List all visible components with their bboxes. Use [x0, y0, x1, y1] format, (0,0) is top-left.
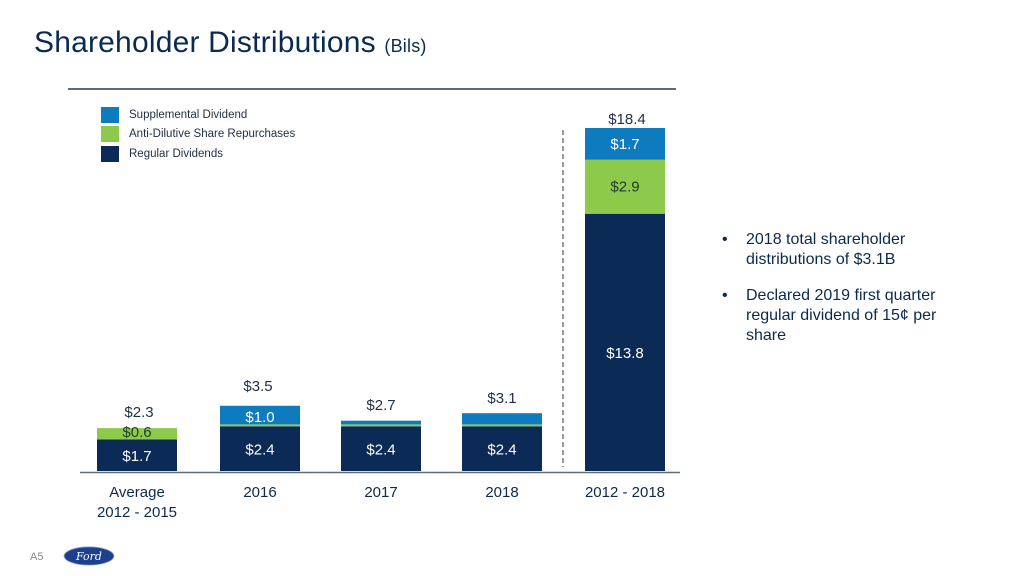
bullet-text: 2018 total shareholder distributions of … — [746, 231, 906, 268]
bar-segment-regular-dividends — [585, 213, 665, 471]
data-label: $2.4 — [366, 442, 395, 459]
legend-swatch-regular — [101, 145, 119, 162]
logo-text: Ford — [75, 550, 102, 563]
data-label: $2.4 — [245, 442, 274, 459]
bullet-dot: • — [722, 287, 728, 304]
bar-segment-supplemental-dividend — [585, 128, 665, 160]
legend-item-repurchases: Anti-Dilutive Share Repurchases — [101, 125, 295, 143]
x-tick-label: Average — [109, 484, 165, 501]
bar-segment-anti-dilutive-share-repurchases — [585, 159, 665, 214]
total-label: $3.5 — [243, 378, 272, 395]
data-label: $1.7 — [122, 448, 151, 465]
total-label: $3.1 — [487, 390, 516, 407]
legend-label: Anti-Dilutive Share Repurchases — [129, 128, 296, 140]
legend-item-regular: Regular Dividends — [101, 143, 295, 164]
data-label: $1.7 — [610, 136, 639, 153]
bullet-list: • 2018 total shareholder distributions o… — [722, 230, 962, 362]
bullet-item: • 2018 total shareholder distributions o… — [722, 230, 962, 270]
bar-segment-anti-dilutive-share-repurchases — [462, 424, 542, 427]
total-label: $2.7 — [366, 397, 395, 414]
legend-swatch-supplemental — [101, 106, 119, 123]
bar-segment-anti-dilutive-share-repurchases — [97, 428, 177, 440]
total-label: $2.3 — [124, 404, 153, 421]
bar-segment-supplemental-dividend — [220, 405, 300, 425]
chart-legend: Supplemental Dividend Anti-Dilutive Shar… — [101, 104, 295, 164]
x-tick-label: 2016 — [243, 484, 276, 501]
legend-swatch-repurchases — [101, 126, 119, 142]
bar-segment-supplemental-dividend — [462, 413, 542, 425]
data-label: $13.8 — [606, 345, 644, 362]
bullet-text: Declared 2019 first quarter regular divi… — [746, 287, 937, 344]
page-number: A5 — [30, 551, 44, 563]
bar-segment-anti-dilutive-share-repurchases — [341, 424, 421, 427]
data-label: $1.0 — [245, 409, 274, 426]
x-tick-label: 2017 — [364, 484, 397, 501]
legend-label: Supplemental Dividend — [129, 108, 248, 121]
title-rule — [68, 88, 676, 90]
bar-segment-regular-dividends — [462, 426, 542, 471]
slide-title: Shareholder Distributions (Bils) — [34, 26, 427, 60]
legend-item-supplemental: Supplemental Dividend — [101, 104, 295, 125]
bar-segment-supplemental-dividend — [341, 420, 421, 425]
legend-label: Regular Dividends — [129, 147, 223, 160]
x-tick-label: 2012 - 2018 — [585, 484, 665, 501]
x-tick-label: 2018 — [485, 484, 518, 501]
bar-segment-regular-dividends — [220, 426, 300, 471]
bar-segment-anti-dilutive-share-repurchases — [220, 424, 300, 427]
title-text: Shareholder Distributions — [34, 26, 376, 59]
title-unit: (Bils) — [384, 36, 427, 56]
bullet-item: • Declared 2019 first quarter regular di… — [722, 286, 962, 346]
ford-logo-icon: Ford — [63, 546, 115, 566]
data-label: $0.6 — [122, 424, 151, 441]
data-label: $2.4 — [487, 442, 516, 459]
total-label: $18.4 — [608, 111, 646, 128]
bullet-dot: • — [722, 231, 728, 248]
bar-segment-regular-dividends — [341, 426, 421, 471]
bar-segment-regular-dividends — [97, 439, 177, 471]
data-label: $2.9 — [610, 179, 639, 196]
x-tick-label: 2012 - 2015 — [97, 504, 177, 521]
